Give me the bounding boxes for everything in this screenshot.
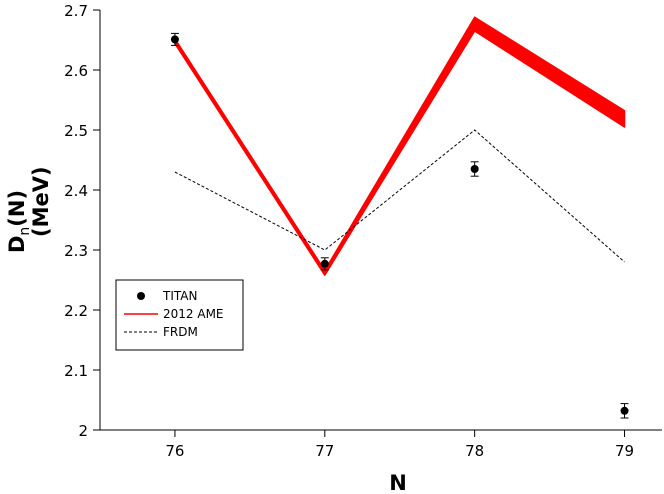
ame-band: [174, 16, 626, 276]
axes: [99, 10, 662, 431]
titan-point: [320, 259, 329, 268]
x-ticks: 76 77 78 79: [165, 430, 634, 460]
legend-label-titan: TITAN: [162, 289, 197, 303]
legend-label-ame: 2012 AME: [163, 307, 224, 321]
y-tick-label: 2.2: [64, 302, 88, 320]
y-tick-label: 2.7: [64, 2, 88, 20]
y-tick-label: 2.3: [64, 242, 88, 260]
x-axis-title: N: [389, 471, 407, 494]
y-tick-label: 2.1: [64, 362, 88, 380]
frdm-line: [174, 129, 625, 263]
titan-point: [620, 406, 629, 415]
y-tick-label: 2.4: [64, 182, 88, 200]
y-tick-label: 2.6: [64, 62, 88, 80]
y-axis-title-tail: (N): [5, 190, 29, 227]
x-tick-label: 76: [165, 442, 184, 460]
y-axis-title: Dn(N) (MeV): [5, 166, 53, 253]
legend-marker-titan: [137, 292, 145, 300]
titan-point: [170, 35, 179, 44]
y-ticks: 2 2.1 2.2 2.3 2.4 2.5 2.6 2.7: [64, 2, 100, 440]
x-tick-label: 78: [465, 442, 484, 460]
legend-box: [115, 279, 244, 351]
y-axis-title-main: D: [5, 236, 29, 253]
plot-area: [170, 16, 629, 419]
y-axis-title-sub: n: [17, 227, 33, 236]
svg-text:Dn(N): Dn(N): [5, 190, 33, 253]
y-axis-unit: (MeV): [29, 166, 53, 237]
titan-point: [470, 165, 479, 173]
x-tick-label: 79: [615, 442, 634, 460]
x-tick-label: 77: [315, 442, 334, 460]
legend: TITAN 2012 AME FRDM: [115, 279, 244, 351]
y-tick-label: 2: [78, 422, 88, 440]
y-tick-label: 2.5: [64, 122, 88, 140]
legend-label-frdm: FRDM: [163, 325, 198, 339]
